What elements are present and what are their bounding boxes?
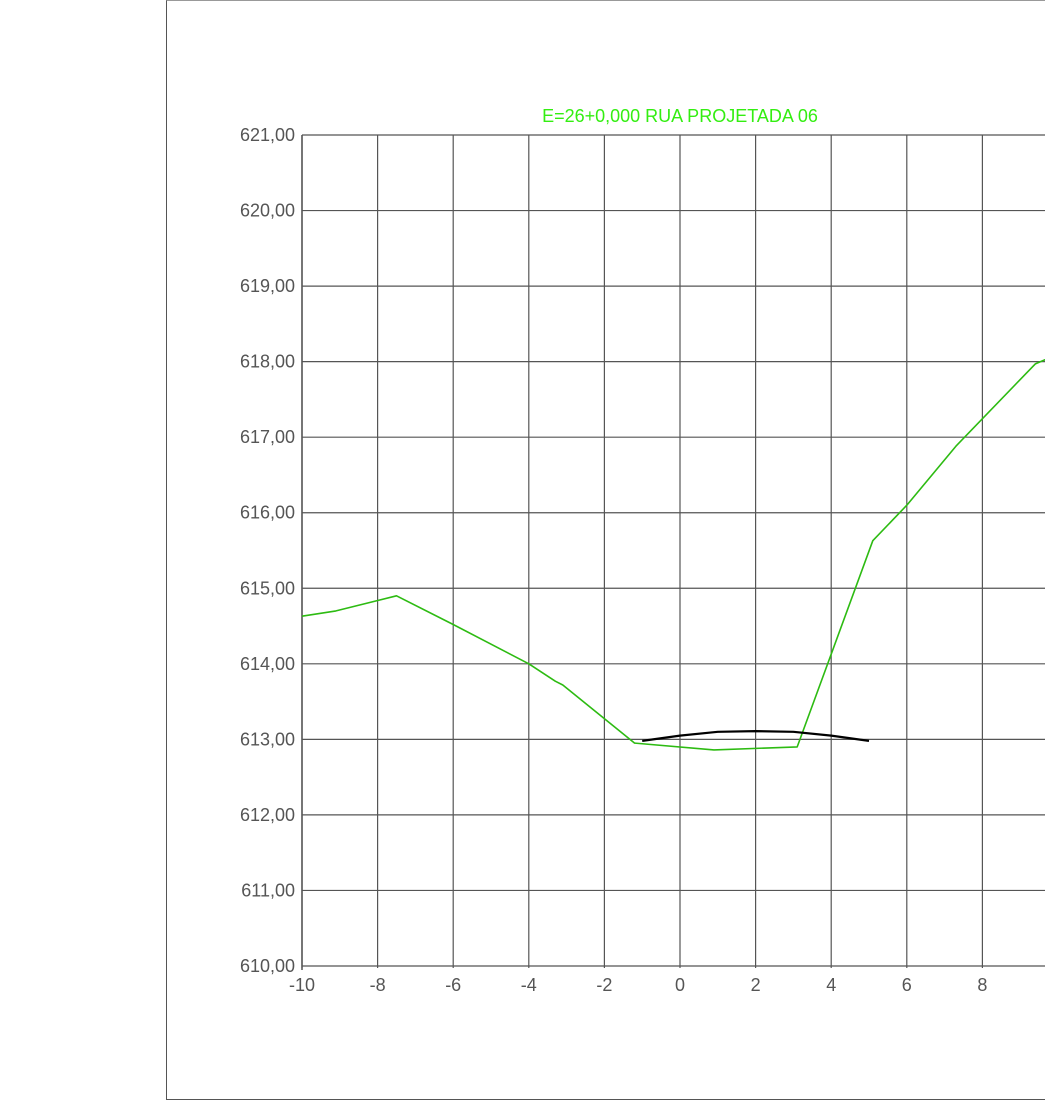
y-tick-label: 610,00: [240, 956, 295, 976]
terrain-line: [301, 358, 1045, 751]
y-tick-label: 620,00: [240, 201, 295, 221]
x-tick-label: -2: [596, 975, 612, 995]
x-tick-label: 8: [977, 975, 987, 995]
y-tick-label: 616,00: [240, 503, 295, 523]
x-tick-label: -4: [521, 975, 537, 995]
grid: [301, 134, 1045, 970]
chart-title: E=26+0,000 RUA PROJETADA 06: [542, 106, 818, 126]
y-axis-ticks: 610,00 611,00 612,00 613,00 614,00 615,00 616,…: [240, 125, 295, 976]
drawing-frame: [166, 0, 1045, 1100]
y-tick-label: 615,00: [240, 578, 295, 598]
x-tick-label: 0: [675, 975, 685, 995]
y-tick-label: 614,00: [240, 654, 295, 674]
x-axis-ticks: -10 -8 -6 -4 -2 0 2 4 6 8: [289, 975, 987, 995]
y-tick-label: 621,00: [240, 125, 295, 145]
x-tick-label: 4: [826, 975, 836, 995]
design-profile-line: [642, 730, 870, 742]
y-tick-label: 617,00: [240, 427, 295, 447]
x-tick-label: -10: [289, 975, 315, 995]
series-lines: [301, 358, 1045, 751]
y-tick-label: 611,00: [241, 880, 295, 900]
y-tick-label: 618,00: [240, 352, 295, 372]
y-tick-label: 612,00: [240, 805, 295, 825]
y-tick-label: 613,00: [240, 729, 295, 749]
x-tick-label: -8: [370, 975, 386, 995]
y-tick-label: 619,00: [240, 276, 295, 296]
x-tick-label: 6: [902, 975, 912, 995]
x-tick-label: -6: [445, 975, 461, 995]
x-tick-label: 2: [751, 975, 761, 995]
